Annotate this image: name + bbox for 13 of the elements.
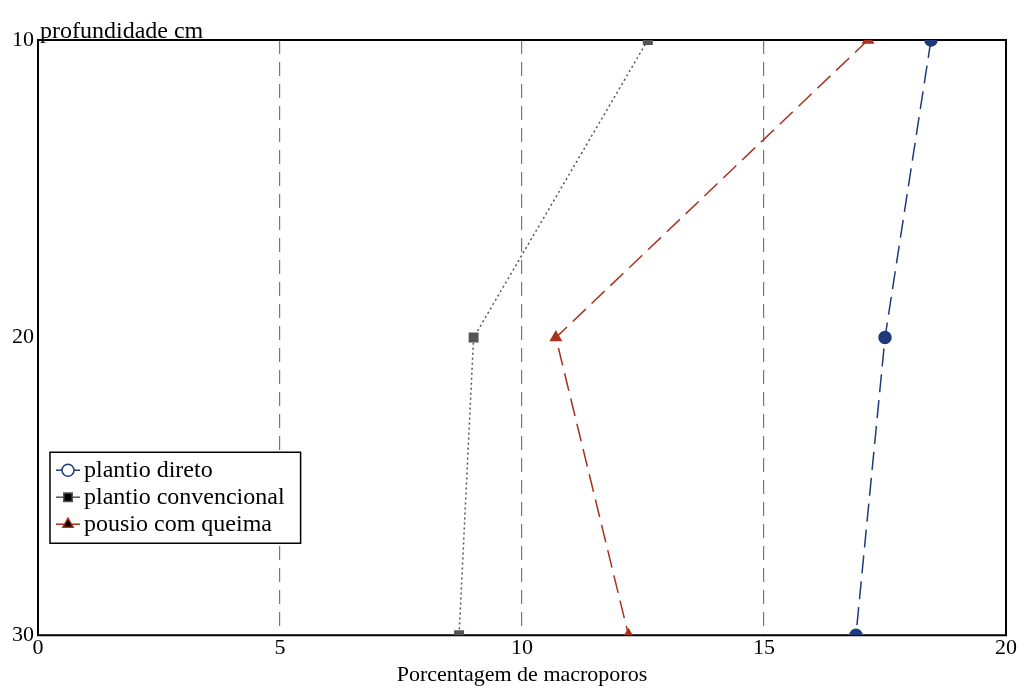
x-tick-label: 0 (32, 634, 44, 660)
x-tick-label: 5 (274, 634, 286, 660)
y-axis-title: profundidade cm (40, 17, 204, 44)
x-axis-title: Porcentagem de macroporos (396, 660, 648, 686)
x-tick-label: 20 (995, 634, 1017, 660)
y-tick-label: 30 (12, 620, 34, 646)
x-tick-label: 10 (511, 634, 533, 660)
y-tick-label: 10 (12, 25, 34, 51)
x-tick-label: 15 (753, 634, 775, 660)
y-tick-label: 20 (12, 323, 34, 349)
legend-label: plantio direto (84, 456, 213, 483)
legend-label: plantio convencional (84, 483, 285, 510)
legend-label: pousio com queima (84, 510, 273, 537)
